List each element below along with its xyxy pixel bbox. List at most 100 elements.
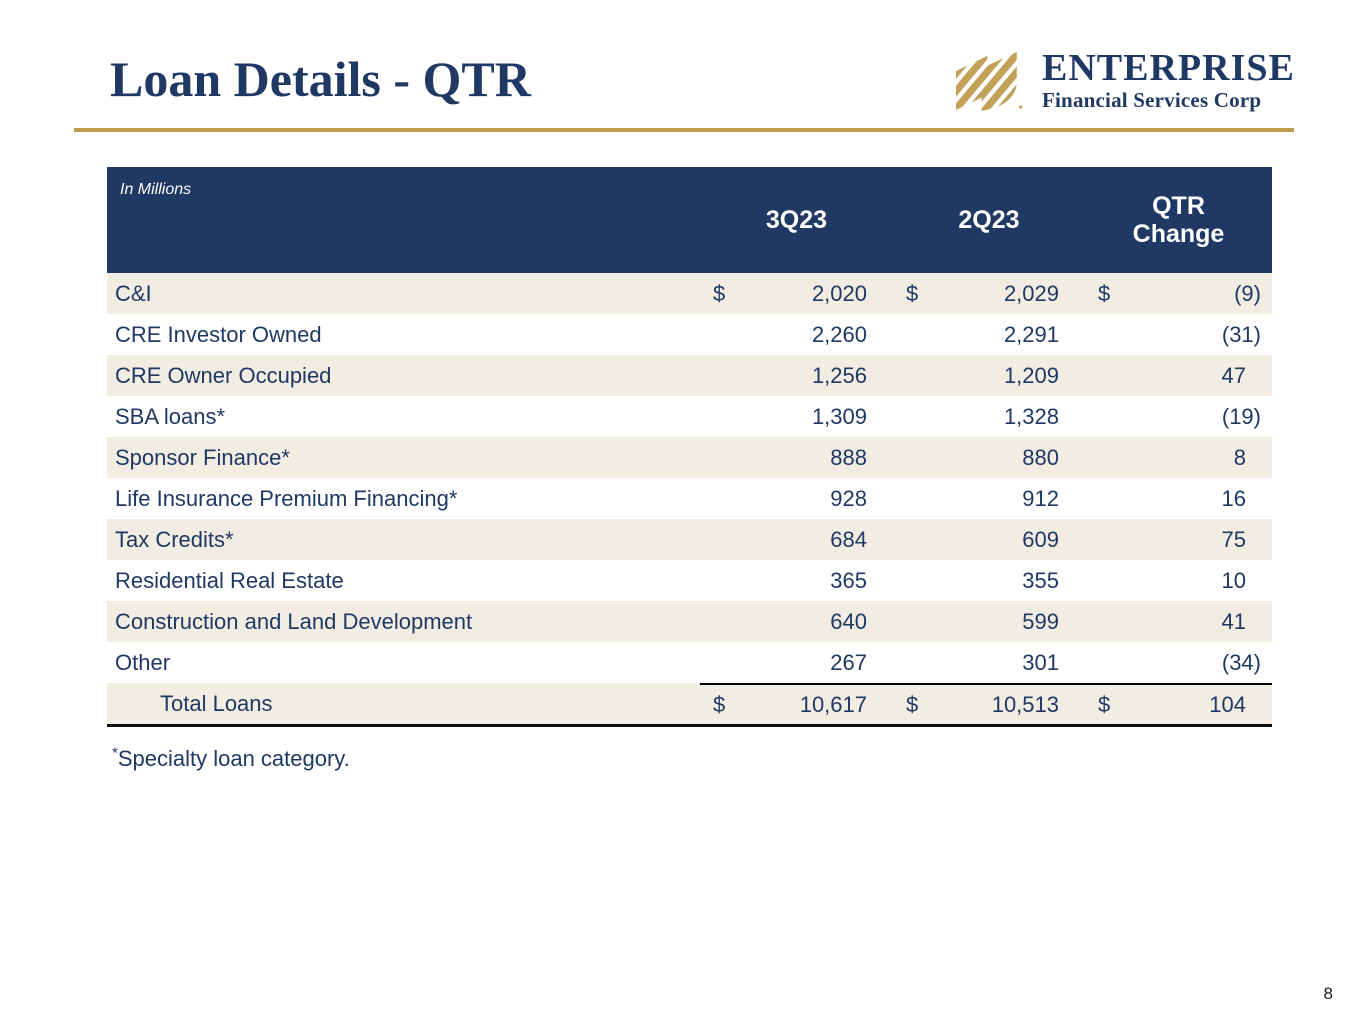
value-text: 1,309 — [811, 403, 867, 429]
cell-qtr-change: (31) — [1085, 314, 1272, 355]
value-text: 8 — [1233, 444, 1246, 470]
value-text: 10 — [1221, 567, 1246, 593]
in-millions-label: In Millions — [120, 181, 192, 198]
dollar-sign: $ — [1098, 280, 1111, 306]
row-label: CRE Investor Owned — [115, 321, 322, 347]
row-label: Total Loans — [160, 690, 273, 716]
cell-3q23: $2,020 — [700, 273, 893, 314]
cell-qtr-change: 75 — [1085, 519, 1272, 560]
row-label: C&I — [115, 280, 152, 306]
title-rule-divider — [74, 128, 1294, 132]
value-text: 2,020 — [811, 280, 867, 306]
cell-2q23: 355 — [893, 560, 1085, 601]
cell-2q23: $10,513 — [893, 683, 1085, 724]
table-row: CRE Investor Owned 2,260 2,291 (31) — [107, 314, 1272, 355]
company-logo: ENTERPRISE Financial Services Corp — [956, 47, 1295, 113]
value-text: 599 — [1022, 608, 1059, 634]
cell-2q23: 1,328 — [893, 396, 1085, 437]
cell-qtr-change: $ (9) — [1085, 273, 1272, 314]
cell-qtr-change: 47 — [1085, 355, 1272, 396]
cell-2q23: 2,291 — [893, 314, 1085, 355]
value-text: 10,617 — [799, 691, 867, 717]
row-label: Residential Real Estate — [115, 567, 344, 593]
value-text: (9) — [1234, 280, 1261, 306]
cell-2q23: $2,029 — [893, 273, 1085, 314]
loans-table: In Millions 3Q23 2Q23 QTR Change C&I $2,… — [107, 167, 1272, 727]
value-text: 609 — [1022, 526, 1059, 552]
table-row: Residential Real Estate 365 355 10 — [107, 560, 1272, 601]
value-text: (19) — [1221, 403, 1261, 429]
dollar-sign: $ — [713, 691, 726, 717]
cell-qtr-change: 16 — [1085, 478, 1272, 519]
cell-qtr-change: (34) — [1085, 642, 1272, 683]
footnote-text: Specialty loan category. — [117, 746, 350, 771]
cell-3q23: 1,256 — [700, 355, 893, 396]
table-row: C&I $2,020 $2,029 $ (9) — [107, 273, 1272, 314]
cell-3q23: 365 — [700, 560, 893, 601]
dollar-sign: $ — [713, 280, 726, 306]
cell-3q23: 888 — [700, 437, 893, 478]
logo-registered-mark — [1018, 105, 1023, 109]
row-label: Other — [115, 649, 171, 675]
row-label: Construction and Land Development — [115, 608, 473, 634]
value-text: 267 — [830, 649, 867, 675]
row-label: Life Insurance Premium Financing* — [115, 485, 458, 511]
column-header-3q23: 3Q23 — [765, 206, 828, 234]
column-header-2q23: 2Q23 — [958, 206, 1020, 234]
logo-text: ENTERPRISE Financial Services Corp — [1042, 47, 1295, 113]
cell-2q23: 912 — [893, 478, 1085, 519]
cell-3q23: 267 — [700, 642, 893, 683]
cell-3q23: 1,309 — [700, 396, 893, 437]
cell-3q23: 684 — [700, 519, 893, 560]
value-text: 2,260 — [811, 321, 867, 347]
value-text: 1,328 — [1003, 403, 1059, 429]
cell-qtr-change: 8 — [1085, 437, 1272, 478]
logo-mark-icon — [956, 52, 1023, 111]
cell-2q23: 301 — [893, 642, 1085, 683]
value-text: (31) — [1221, 321, 1261, 347]
value-text: 1,209 — [1003, 362, 1059, 388]
table-row: Tax Credits* 684 609 75 — [107, 519, 1272, 560]
value-text: 10,513 — [991, 691, 1059, 717]
value-text: 75 — [1221, 526, 1246, 552]
page-number: 8 — [1323, 984, 1333, 1003]
value-text: 1,256 — [811, 362, 867, 388]
cell-qtr-change: 10 — [1085, 560, 1272, 601]
value-text: 880 — [1022, 444, 1059, 470]
value-text: 888 — [830, 444, 867, 470]
cell-2q23: 599 — [893, 601, 1085, 642]
dollar-sign: $ — [906, 280, 919, 306]
cell-2q23: 880 — [893, 437, 1085, 478]
value-text: 16 — [1221, 485, 1246, 511]
value-text: 41 — [1221, 608, 1246, 634]
cell-2q23: 609 — [893, 519, 1085, 560]
table-row: CRE Owner Occupied 1,256 1,209 47 — [107, 355, 1272, 396]
table-row: Sponsor Finance* 888 880 8 — [107, 437, 1272, 478]
cell-qtr-change: $104 — [1085, 683, 1272, 724]
cell-2q23: 1,209 — [893, 355, 1085, 396]
value-text: (34) — [1221, 649, 1261, 675]
table-row: Construction and Land Development 640 59… — [107, 601, 1272, 642]
value-text: 104 — [1209, 691, 1246, 717]
total-row: Total Loans $10,617 $10,513 $104 — [107, 683, 1272, 727]
value-text: 2,291 — [1003, 321, 1059, 347]
cell-3q23: 2,260 — [700, 314, 893, 355]
cell-3q23: 640 — [700, 601, 893, 642]
value-text: 301 — [1022, 649, 1059, 675]
cell-qtr-change: (19) — [1085, 396, 1272, 437]
value-text: 928 — [830, 485, 867, 511]
table-header: In Millions 3Q23 2Q23 QTR Change — [107, 167, 1272, 273]
row-label: CRE Owner Occupied — [115, 362, 332, 388]
value-text: 355 — [1022, 567, 1059, 593]
cell-qtr-change: 41 — [1085, 601, 1272, 642]
footnote-asterisk: * — [112, 744, 118, 762]
logo-subtitle: Financial Services Corp — [1042, 88, 1262, 113]
cell-3q23: $10,617 — [700, 683, 893, 724]
dollar-sign: $ — [1098, 691, 1111, 717]
table-row: Other 267 301 (34) — [107, 642, 1272, 683]
row-label: Sponsor Finance* — [115, 444, 290, 470]
row-label: Tax Credits* — [115, 526, 234, 552]
value-text: 2,029 — [1003, 280, 1059, 306]
logo-name: ENTERPRISE — [1042, 47, 1295, 89]
table-row: Life Insurance Premium Financing* 928 91… — [107, 478, 1272, 519]
